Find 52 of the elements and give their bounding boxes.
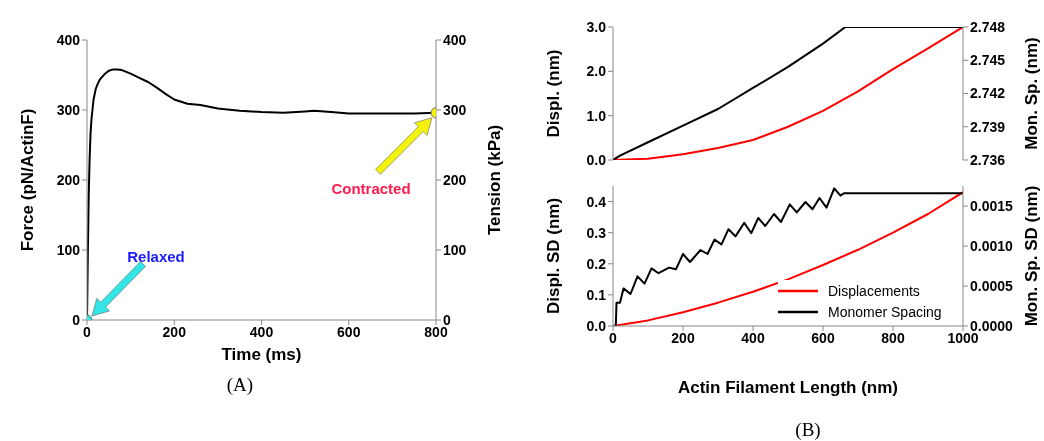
y-tick-label: 1.0 (586, 107, 607, 124)
y-tick-label: 300 (56, 101, 81, 118)
y2-axis-title: Mon. Sp. (nm) (1022, 37, 1042, 150)
y2-tick-label: 0 (443, 311, 451, 328)
y-tick-label: 3.0 (586, 18, 607, 35)
y2-tick-label: 0.0010 (970, 237, 1014, 254)
x-tick-label: 600 (811, 329, 835, 346)
y2-tick-label: 2.736 (970, 151, 1006, 168)
y-tick-label: 2.0 (586, 63, 607, 80)
y2-axis-title: Tension (kPa) (485, 124, 505, 236)
y-axis-title: Force (pN/ActinF) (18, 108, 38, 252)
x-tick-label: 600 (337, 323, 361, 340)
x-tick-label: 400 (249, 323, 274, 340)
annotation: Relaxed (127, 247, 185, 265)
x-tick-label: 800 (881, 329, 905, 346)
y-tick-label: 0.0 (586, 151, 607, 168)
y-axis-title: Displ. SD (nm) (544, 197, 564, 315)
y-tick-label: 0 (72, 311, 81, 328)
x-axis-title: Actin Filament Length (nm) (677, 378, 899, 397)
y-tick-label: 0.0 (586, 317, 607, 334)
x-tick-label: 200 (671, 329, 695, 346)
y-tick-label: 200 (56, 171, 81, 188)
y2-tick-label: 2.739 (970, 118, 1006, 135)
y-tick-label: 0.4 (586, 193, 607, 210)
line-series (613, 27, 963, 160)
y2-tick-label: 400 (443, 31, 467, 48)
x-tick-label: 200 (162, 323, 187, 340)
y-tick-label: 400 (56, 31, 81, 48)
y2-tick-label: 0.0015 (970, 197, 1014, 214)
x-tick-label: 400 (741, 329, 765, 346)
y-tick-label: 0.1 (586, 286, 607, 303)
y-tick-label: 0.3 (586, 224, 607, 241)
y2-tick-label: 0.0000 (970, 317, 1014, 334)
y-tick-label: 0.2 (586, 255, 607, 272)
text: (A) (225, 374, 255, 396)
text: (B) (794, 419, 822, 441)
annotation: Contracted (331, 179, 411, 197)
y2-tick-label: 300 (443, 101, 467, 118)
x-tick-label: 0 (609, 329, 618, 346)
y-axis-title: Displ. (nm) (544, 49, 564, 138)
x-tick-label: 0 (83, 323, 92, 340)
y2-axis-title: Mon. Sp. SD (nm) (1022, 185, 1042, 327)
y2-tick-label: 2.745 (970, 52, 1006, 69)
x-axis-title: Time (ms) (221, 345, 302, 364)
y2-tick-label: 2.742 (970, 85, 1006, 102)
y2-tick-label: 100 (443, 241, 467, 258)
y2-tick-label: 2.748 (970, 18, 1006, 35)
legend-label: Monomer Spacing (828, 303, 942, 320)
legend-label: Displacements (828, 282, 920, 299)
y2-tick-label: 0.0005 (970, 277, 1014, 294)
y2-tick-label: 200 (443, 171, 467, 188)
y-tick-label: 100 (56, 241, 81, 258)
